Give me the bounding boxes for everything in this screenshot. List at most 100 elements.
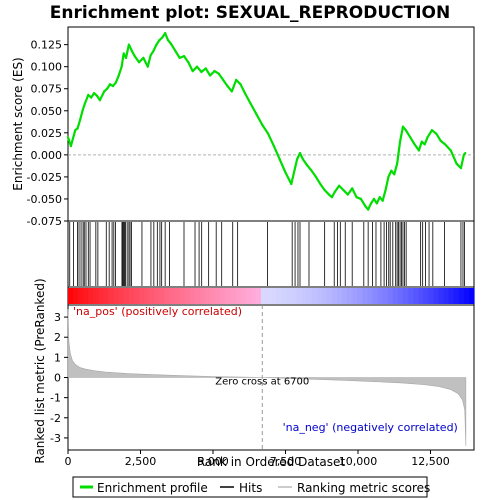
rank-x-tick-label: 5,000 xyxy=(197,455,229,468)
legend-label-enrichment-profile: Enrichment profile xyxy=(97,481,208,495)
enrichment-profile-segment xyxy=(127,43,133,52)
enrichment-profile-segment xyxy=(314,175,322,186)
enrichment-profile-segment xyxy=(310,169,318,179)
rank-color-bar-cell xyxy=(128,288,135,304)
rank-color-bar-cell xyxy=(210,288,216,304)
es-y-axis-label: Enrichment score (ES) xyxy=(11,57,25,190)
enrichment-profile-segment xyxy=(367,202,373,211)
rank-color-bar-cell xyxy=(301,288,308,304)
metric-y-tick-label: -1 xyxy=(50,392,61,405)
enrichment-profile-segment xyxy=(261,123,270,135)
rank-color-bar-cell xyxy=(291,288,297,304)
rank-color-bar-cell xyxy=(230,288,237,304)
rank-color-bar-cell xyxy=(331,288,338,304)
rank-color-bar-cell xyxy=(271,288,277,304)
rank-color-bar-cell xyxy=(321,288,328,304)
rank-color-bar-cell xyxy=(73,288,79,304)
enrichment-profile-segment xyxy=(217,72,225,82)
rank-color-bar-cell xyxy=(286,288,292,304)
ranking-metric-area xyxy=(67,309,467,446)
rank-color-bar-cell xyxy=(367,288,374,304)
rank-color-bar-cell xyxy=(245,288,252,304)
enrichment-profile-segment xyxy=(278,158,287,174)
rank-color-bar-cell xyxy=(342,288,348,304)
enrichment-profile-segment xyxy=(76,118,82,130)
rank-color-bar-cell xyxy=(225,288,231,304)
enrichment-profile-segment xyxy=(124,43,130,59)
enrichment-profile-series xyxy=(66,32,467,211)
rank-color-bar-cell xyxy=(159,288,166,304)
enrichment-profile-segment xyxy=(204,67,212,77)
rank-color-bar-cell xyxy=(250,288,257,304)
rank-color-bar-cell xyxy=(443,288,450,304)
rank-color-bar-cell xyxy=(428,288,434,304)
enrichment-profile-segment xyxy=(290,158,299,186)
metric-y-tick-label: -3 xyxy=(50,432,61,445)
enrichment-profile-segment xyxy=(333,184,341,193)
rank-color-bar-cell xyxy=(103,288,110,304)
enrichment-profile-segment xyxy=(230,78,238,93)
rank-x-axis-label: Rank in Ordered Dataset xyxy=(197,455,345,469)
enrichment-profile-segment xyxy=(152,43,158,52)
rank-color-bar-cell xyxy=(189,288,196,304)
enrichment-profile-segment xyxy=(243,92,252,105)
rank-color-bar-cell xyxy=(468,288,475,304)
rank-color-bar-cell xyxy=(423,288,429,304)
legend-label-ranking-metric-scores: Ranking metric scores xyxy=(297,481,430,495)
enrichment-profile-segment xyxy=(98,90,106,102)
rank-color-bar-cell xyxy=(362,288,369,304)
metric-y-axis: -3 -2 -1 0 1 2 3 xyxy=(50,311,68,445)
rank-color-bar-cell xyxy=(220,288,226,304)
enrichment-panel: -0.075 -0.050 -0.025 0.000 0.025 0.050 0.075 0.… xyxy=(11,26,475,228)
rank-color-bar-cell xyxy=(108,288,115,304)
rank-color-bar-cell xyxy=(139,288,145,304)
es-y-tick-label: -0.050 xyxy=(27,193,62,206)
enrichment-profile-segment xyxy=(359,197,367,208)
enrichment-profile-segment xyxy=(195,65,203,74)
metric-y-tick-label: 3 xyxy=(54,311,61,324)
enrichment-profile-segment xyxy=(187,61,194,73)
metric-y-tick-label: 2 xyxy=(54,331,61,344)
rank-x-tick-label: 2,500 xyxy=(125,455,157,468)
enrichment-profile-segment xyxy=(83,93,90,105)
rank-color-bar-cell xyxy=(235,288,242,304)
enrichment-profile-segment xyxy=(164,32,170,42)
enrichment-profile-segment xyxy=(381,189,387,202)
rank-color-bar-cell xyxy=(144,288,150,304)
rank-color-bar-cell xyxy=(154,288,160,304)
rank-color-bar-cell xyxy=(149,288,155,304)
enrichment-profile-segment xyxy=(384,175,390,192)
enrichment-profile-segment xyxy=(284,171,293,186)
es-y-tick-label: 0.075 xyxy=(31,83,63,96)
enrichment-profile-segment xyxy=(404,129,412,139)
rank-color-bar-cell xyxy=(402,288,409,304)
chart-title: Enrichment plot: SEXUAL_REPRODUCTION xyxy=(50,3,450,23)
metric-y-tick-label: 0 xyxy=(54,372,61,385)
rank-color-bar-cell xyxy=(255,288,262,304)
rank-x-tick-label: 12,500 xyxy=(411,455,450,468)
enrichment-profile-segment xyxy=(443,143,452,152)
rank-color-bar-cell xyxy=(458,288,465,304)
rank-color-bar-cell xyxy=(377,288,384,304)
enrichment-profile-segment xyxy=(249,102,258,116)
rank-color-bar-cell xyxy=(215,288,221,304)
rank-color-bar-cell xyxy=(387,288,394,304)
enrichment-profile-segment xyxy=(182,54,190,64)
es-y-tick-label: -0.025 xyxy=(27,171,62,184)
rank-color-bar-cell xyxy=(164,288,171,304)
es-y-tick-label: 0.100 xyxy=(31,61,63,74)
rank-color-bar-cell xyxy=(382,288,389,304)
enrichment-profile-segment xyxy=(449,149,458,165)
rank-color-bar-cell xyxy=(316,288,323,304)
negative-correlation-label: 'na_neg' (negatively correlated) xyxy=(283,421,458,434)
enrichment-profile-segment xyxy=(169,42,177,52)
enrichment-profile-segment xyxy=(79,109,84,121)
rank-color-bar-cell xyxy=(260,288,267,304)
legend-frame xyxy=(72,476,428,498)
rank-color-bar-cell xyxy=(463,288,470,304)
enrichment-profile-segment xyxy=(423,136,429,146)
rank-color-bar-cell xyxy=(265,288,272,304)
enrichment-profile-segment xyxy=(301,158,309,167)
